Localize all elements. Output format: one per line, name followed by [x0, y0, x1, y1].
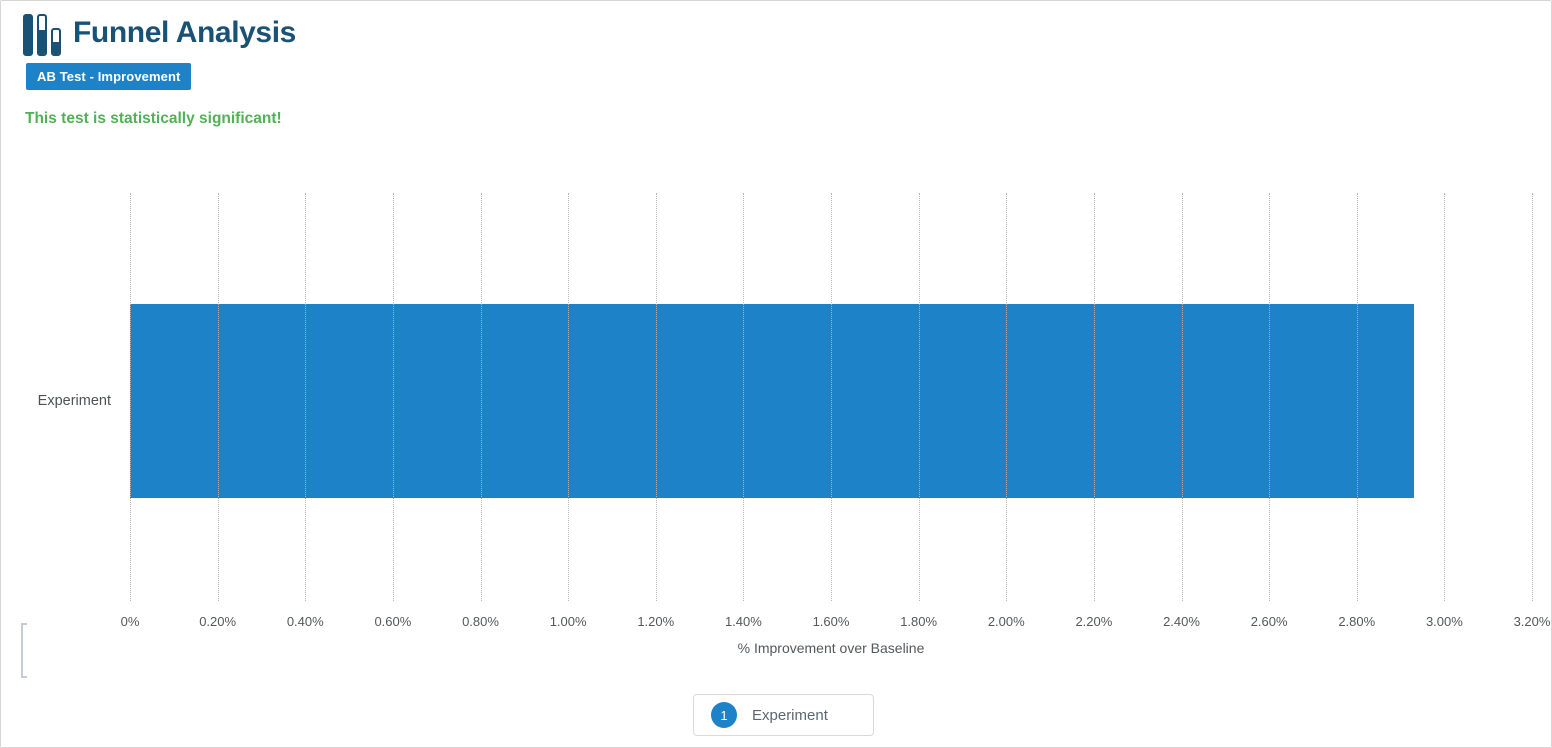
x-tick-label: 1.20%	[637, 614, 675, 629]
gridline	[655, 193, 657, 601]
gridline	[743, 193, 745, 601]
gridline	[1532, 193, 1533, 601]
x-tick-label: 3.00%	[1425, 614, 1463, 629]
page-title: Funnel Analysis	[73, 16, 296, 49]
y-axis-scrollbar-handle[interactable]	[21, 623, 27, 678]
x-tick-label: 1.80%	[900, 614, 938, 629]
x-tick-label: 3.20%	[1513, 614, 1551, 629]
gridline	[130, 193, 131, 601]
x-tick-label: 2.60%	[1250, 614, 1288, 629]
gridline	[1356, 193, 1358, 601]
series-number-marker: 1	[711, 702, 737, 728]
x-axis-tick-labels: 0% 0.20% 0.40% 0.60% 0.80% 1.00% 1.20% 1.40% 1.6…	[121, 614, 1551, 632]
gridline	[1269, 193, 1271, 601]
x-tick-label: 0.60%	[374, 614, 412, 629]
x-tick-label: 0%	[120, 614, 140, 629]
gridline	[1093, 193, 1095, 601]
legend-label: Experiment	[752, 706, 828, 724]
bar-icon-segment	[37, 14, 47, 56]
x-axis-title: % Improvement over Baseline	[737, 640, 925, 656]
x-tick-label: 1.40%	[724, 614, 762, 629]
improvement-bar-chart-plot-area	[130, 193, 1533, 601]
gridline	[831, 193, 832, 601]
x-tick-label: 2.80%	[1338, 614, 1376, 629]
gridline	[1181, 193, 1183, 601]
bar-icon-segment	[51, 28, 61, 56]
x-tick-label: 1.00%	[549, 614, 587, 629]
gridline	[1006, 193, 1008, 601]
gridline	[392, 193, 394, 601]
gridline	[918, 193, 920, 601]
funnel-bars-icon	[23, 14, 63, 56]
gridline	[480, 193, 482, 601]
x-tick-label: 2.40%	[1163, 614, 1200, 629]
bar-icon-segment	[23, 14, 33, 56]
gridline	[305, 193, 307, 601]
y-axis-category-label: Experiment	[37, 393, 111, 409]
x-tick-label: 2.00%	[987, 614, 1025, 629]
x-tick-label: 0.40%	[286, 614, 324, 629]
experiment-improvement-bar[interactable]	[130, 304, 1414, 498]
x-tick-label: 2.20%	[1075, 614, 1113, 629]
legend-item-experiment[interactable]: 1 Experiment	[693, 694, 874, 736]
gridline	[217, 193, 219, 601]
gridline	[1444, 193, 1446, 601]
test-type-badge: AB Test - Improvement	[26, 63, 192, 90]
significance-message: This test is statistically significant!	[25, 110, 282, 127]
x-tick-label: 1.60%	[812, 614, 850, 629]
x-tick-label: 0.80%	[462, 614, 499, 629]
gridline	[568, 193, 570, 601]
x-tick-label: 0.20%	[199, 614, 237, 629]
